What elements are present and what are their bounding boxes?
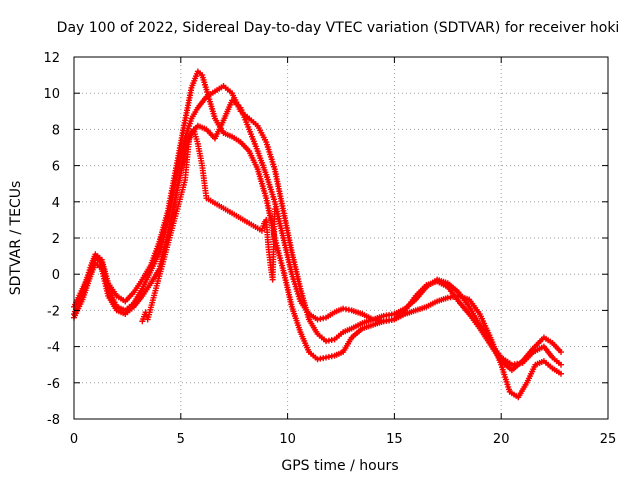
- x-tick-label: 15: [386, 432, 403, 447]
- y-tick-label: 8: [52, 123, 60, 138]
- y-tick-label: -2: [47, 304, 60, 319]
- data-point: [558, 349, 565, 356]
- tick-layer: 0 5 10 15 20 25 -8 -6 -4 -2 0 2 4 6 8 10 12: [43, 51, 616, 447]
- series-trace: [72, 69, 562, 399]
- data-layer: [71, 68, 565, 401]
- series-trace: [72, 84, 562, 367]
- series-track-4: [139, 126, 278, 325]
- x-axis-label: GPS time / hours: [281, 458, 398, 474]
- grid-layer: [74, 57, 608, 419]
- y-tick-label: 12: [43, 51, 60, 66]
- data-point: [271, 206, 278, 213]
- y-axis-label: SDTVAR / TECUs: [8, 181, 24, 296]
- x-tick-label: 10: [279, 432, 296, 447]
- x-tick-label: 25: [600, 432, 617, 447]
- y-tick-label: -4: [47, 341, 60, 356]
- x-tick-label: 0: [70, 432, 78, 447]
- series-track-2: [71, 82, 565, 368]
- y-tick-label: 6: [52, 160, 60, 175]
- data-point: [558, 361, 565, 368]
- chart-title: Day 100 of 2022, Sidereal Day-to-day VTE…: [57, 20, 620, 36]
- series-track-1: [71, 68, 565, 401]
- data-point: [558, 370, 565, 377]
- y-tick-label: 2: [52, 232, 60, 247]
- y-tick-label: 4: [52, 196, 60, 211]
- y-tick-label: -6: [47, 377, 60, 392]
- x-tick-label: 20: [493, 432, 510, 447]
- y-tick-label: 0: [52, 268, 60, 283]
- y-tick-label: 10: [43, 87, 60, 102]
- x-tick-label: 5: [177, 432, 185, 447]
- y-tick-label: -8: [47, 413, 60, 428]
